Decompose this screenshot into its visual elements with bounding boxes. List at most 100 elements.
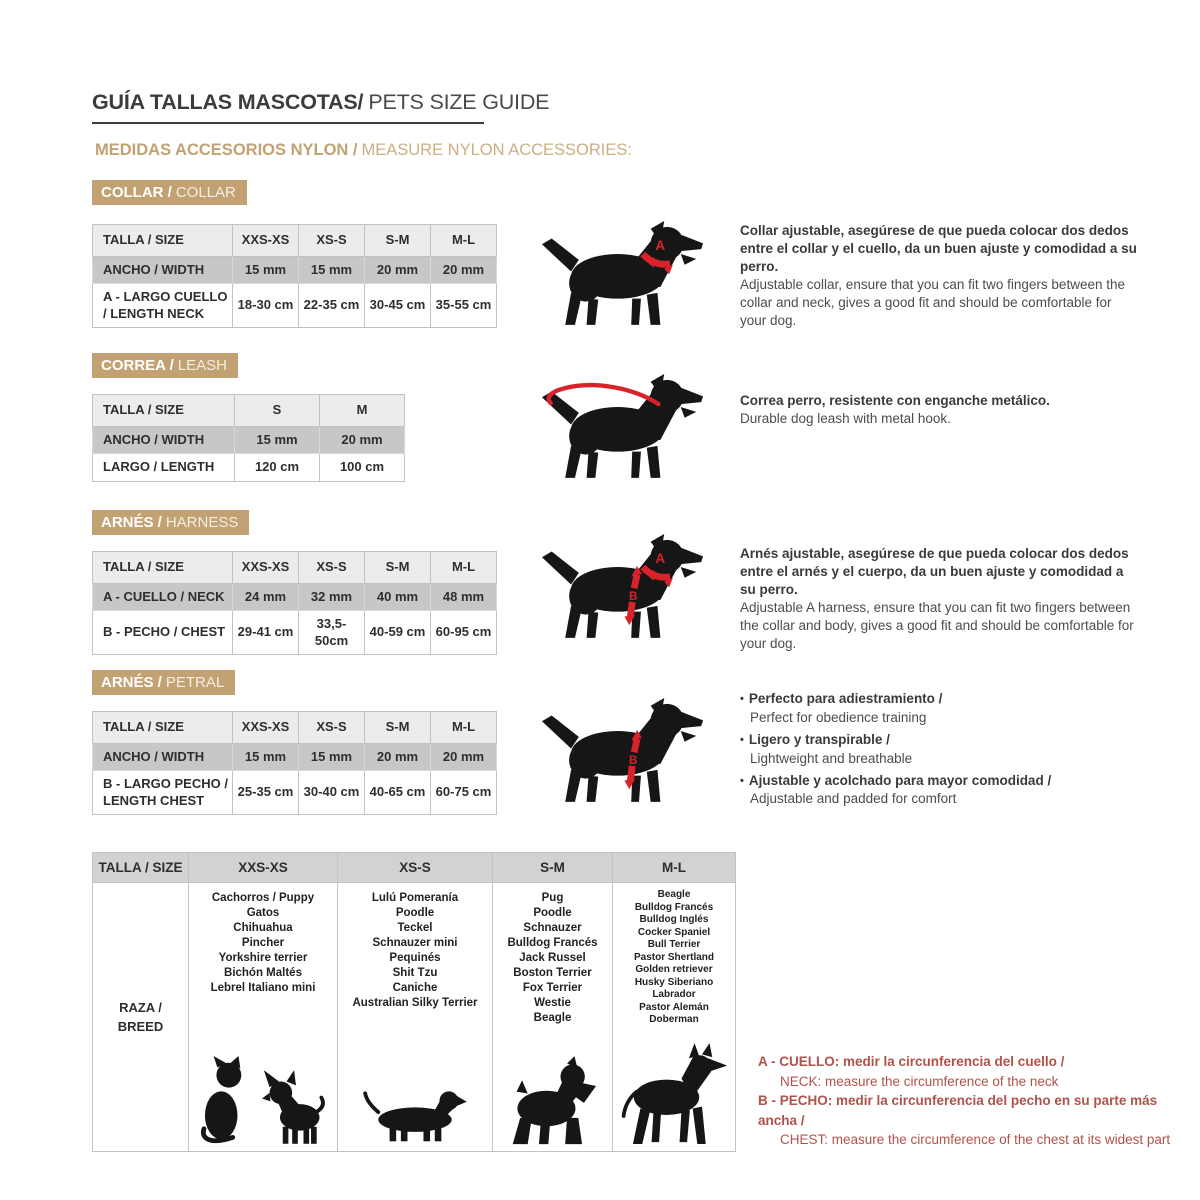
table-cell: S-M (364, 224, 431, 257)
petral-badge-en: PETRAL (165, 674, 225, 691)
table-cell: TALLA / SIZE (92, 711, 233, 744)
table-cell: 32 mm (298, 582, 365, 612)
table-cell: XS-S (337, 852, 493, 883)
table-cell: 40 mm (364, 582, 431, 612)
collar-table: TALLA / SIZE XXS-XS XS-S S-M M-L ANCHO /… (92, 224, 497, 328)
table-cell: TALLA / SIZE (92, 551, 233, 584)
petral-badge-es: ARNÉS / (101, 674, 162, 691)
table-row: LARGO / LENGTH 120 cm 100 cm (92, 453, 405, 482)
table-row: A - CUELLO / NECK 24 mm 32 mm 40 mm 48 m… (92, 582, 497, 612)
page-title: GUÍA TALLAS MASCOTAS/PETS SIZE GUIDE (92, 90, 549, 125)
table-cell: S-M (492, 852, 613, 883)
table-cell: TALLA / SIZE (92, 852, 189, 883)
breed-item: Pastor Shertland (633, 951, 715, 963)
table-cell: XXS-XS (232, 711, 299, 744)
petral-table: TALLA / SIZE XXS-XS XS-S S-M M-L ANCHO /… (92, 711, 497, 815)
breed-item: Schnauzer mini (372, 937, 458, 949)
table-cell: S (234, 394, 320, 427)
breed-item: Lulú Pomeranía (371, 892, 459, 904)
table-row: TALLA / SIZE S M (92, 394, 405, 427)
cat-silhouette (198, 1056, 254, 1146)
table-cell: 22-35 cm (298, 283, 365, 328)
breed-list-xs-s: Lulú Pomeranía Poodle Teckel Schnauzer mini… (338, 883, 492, 1011)
table-row: ANCHO / WIDTH 15 mm 20 mm (92, 425, 405, 455)
table-row: TALLA / SIZE XXS-XS XS-S S-M M-L (92, 224, 497, 257)
breed-item: Husky Siberiano (634, 976, 714, 988)
breed-item: Schnauzer (523, 922, 582, 934)
table-cell: 33,5-50cm (298, 610, 365, 655)
table-row: TALLA / SIZE XXS-XS XS-S S-M M-L (92, 551, 497, 584)
table-cell: 24 mm (232, 582, 299, 612)
breed-item: Australian Silky Terrier (352, 997, 478, 1009)
leash-desc-en: Durable dog leash with metal hook. (740, 411, 951, 427)
table-cell: 30-45 cm (364, 283, 431, 328)
breed-list-s-m: Pug Poodle Schnauzer Bulldog Francés Jack Ru… (493, 883, 612, 1026)
breed-item: Lebrel Italiano mini (210, 982, 316, 994)
table-cell: B - LARGO PECHO / LENGTH CHEST (92, 770, 233, 815)
chihuahua-silhouette (262, 1068, 328, 1146)
petral-bullets: Perfecto para adiestramiento / Perfect f… (740, 690, 1144, 812)
table-cell: M (319, 394, 405, 427)
table-cell: XXS-XS (188, 852, 338, 883)
table-cell: M-L (430, 711, 497, 744)
page-subtitle: MEDIDAS ACCESORIOS NYLON / MEASURE NYLON … (95, 141, 632, 160)
breed-cell-xs-s: Lulú Pomeranía Poodle Teckel Schnauzer mini… (337, 882, 493, 1152)
table-cell: 15 mm (232, 255, 299, 285)
table-row: TALLA / SIZE XXS-XS XS-S S-M M-L (92, 711, 497, 744)
table-row: ANCHO / WIDTH 15 mm 15 mm 20 mm 20 mm (92, 742, 497, 772)
breed-item: Pastor Alemán (639, 1001, 709, 1013)
bullet-es: Perfecto para adiestramiento / (740, 690, 1144, 709)
table-cell: 20 mm (319, 425, 405, 455)
breed-item: Westie (534, 997, 571, 1009)
table-cell: 40-59 cm (364, 610, 431, 655)
harness-desc-es: Arnés ajustable, asegúrese de que pueda … (740, 546, 1129, 598)
collar-badge-es: COLLAR / (101, 184, 172, 201)
table-cell: A - LARGO CUELLO / LENGTH NECK (92, 283, 233, 328)
table-row: ANCHO / WIDTH 15 mm 15 mm 20 mm 20 mm (92, 255, 497, 285)
leash-description: Correa perro, resistente con enganche me… (740, 392, 1138, 428)
table-row: TALLA / SIZE XXS-XS XS-S S-M M-L (92, 852, 736, 883)
table-cell: 100 cm (319, 453, 405, 482)
schnauzer-silhouette (509, 1056, 597, 1146)
table-cell: 29-41 cm (232, 610, 299, 655)
harness-badge: ARNÉS / HARNESS (92, 510, 250, 535)
page-title-es: GUÍA TALLAS MASCOTAS/ (92, 90, 364, 115)
table-cell: 48 mm (430, 582, 497, 612)
collar-badge: COLLAR / COLLAR (92, 180, 247, 205)
table-cell: M-L (612, 852, 736, 883)
table-cell: B - PECHO / CHEST (92, 610, 233, 655)
breed-item: Gatos (246, 907, 280, 919)
breed-item: Poodle (533, 907, 572, 919)
harness-dog-silhouette (540, 528, 705, 640)
table-row: B - LARGO PECHO / LENGTH CHEST 25-35 cm … (92, 770, 497, 815)
table-cell: 35-55 cm (430, 283, 497, 328)
bullet-item: Perfecto para adiestramiento / Perfect f… (740, 690, 1144, 728)
breed-item: Bull Terrier (647, 939, 701, 950)
table-cell: LARGO / LENGTH (92, 453, 235, 482)
breed-item: Fox Terrier (522, 982, 583, 994)
bullet-item: Ajustable y acolchado para mayor comodid… (740, 772, 1144, 810)
breed-cell-m-l: Beagle Bulldog Francés Bulldog Inglés Cocke… (612, 882, 736, 1152)
leash-marker (549, 385, 659, 404)
breed-item: Beagle (533, 1012, 572, 1024)
collar-desc-en: Adjustable collar, ensure that you can f… (740, 277, 1125, 329)
table-cell: 30-40 cm (298, 770, 365, 815)
table-cell: 60-95 cm (430, 610, 497, 655)
breed-item: Jack Russel (519, 952, 586, 964)
table-cell: ANCHO / WIDTH (92, 425, 235, 455)
harness-badge-es: ARNÉS / (101, 514, 162, 531)
breed-list-m-l: Beagle Bulldog Francés Bulldog Inglés Cocke… (613, 883, 735, 1027)
breed-item: Cocker Spaniel (637, 926, 711, 938)
table-cell: 20 mm (364, 255, 431, 285)
bullet-es: Ajustable y acolchado para mayor comodid… (740, 772, 1144, 791)
breed-list-xxs-xs: Cachorros / Puppy Gatos Chihuahua Pincher Yo… (189, 883, 337, 996)
leash-dog-silhouette (540, 368, 705, 480)
petral-dog-silhouette (540, 692, 705, 804)
bullet-es: Ligero y transpirable / (740, 731, 1144, 750)
table-cell: ANCHO / WIDTH (92, 742, 233, 772)
breed-item: Bulldog Francés (507, 937, 598, 949)
breed-table: TALLA / SIZE XXS-XS XS-S S-M M-L RAZA / … (92, 852, 736, 1152)
collar-badge-en: COLLAR (175, 184, 236, 201)
breed-row-label: RAZA / BREED (92, 882, 189, 1152)
